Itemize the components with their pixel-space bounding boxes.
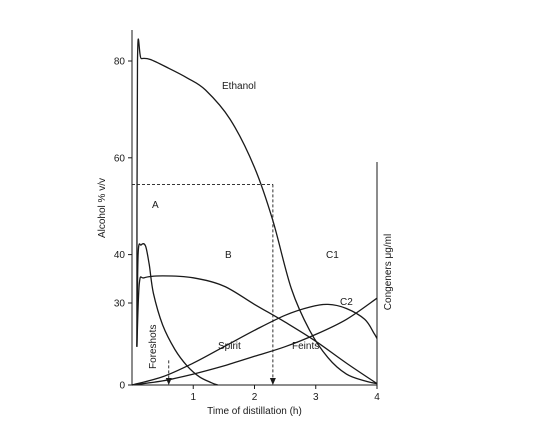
region-label-foreshots: Foreshots [148, 325, 159, 369]
x-tick-label: 3 [313, 392, 319, 403]
series-line-ethanol [136, 38, 378, 385]
series-label-c2: C2 [340, 297, 353, 308]
x-tick-label: 1 [190, 392, 196, 403]
y-axis-label: Alcohol % v/v [97, 178, 108, 238]
y-tick-label: 0 [119, 381, 125, 392]
region-label-feints: Feints [292, 341, 319, 352]
y-tick-label: 60 [114, 153, 126, 164]
x-axis-label: Time of distillation (h) [207, 406, 302, 417]
x-tick-label: 2 [252, 392, 258, 403]
series-label-b: B [225, 250, 232, 261]
series-line-a [136, 243, 219, 386]
series-label-c1: C1 [326, 250, 339, 261]
series-line-b [136, 275, 378, 385]
y-tick-label: 80 [114, 57, 126, 68]
series-label-ethanol: Ethanol [222, 81, 256, 92]
right-axis-label: Congeners μg/ml [383, 234, 394, 310]
y-tick-label: 40 [114, 250, 126, 261]
series-label-a: A [152, 200, 159, 211]
series-line-c1 [131, 303, 378, 386]
arrow-head [269, 378, 276, 385]
series-line-c2 [131, 297, 378, 386]
y-tick-label: 30 [114, 299, 126, 310]
region-label-spirit: Spirit [218, 341, 241, 352]
x-tick-label: 4 [374, 392, 380, 403]
